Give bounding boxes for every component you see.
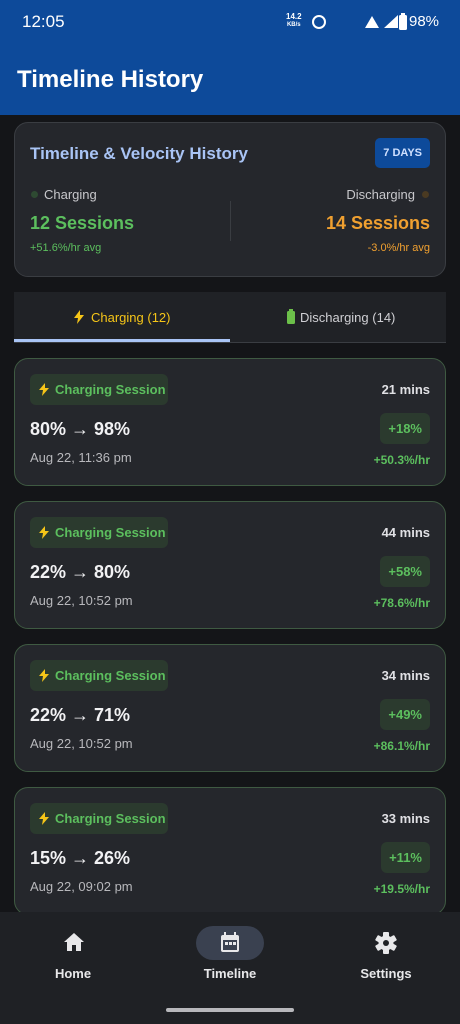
speed-value: 14.2 [286,12,302,21]
dot [31,191,38,198]
bottom-nav: Home Timeline Settings [0,912,460,1024]
calendar-icon [221,932,239,952]
battery-icon [287,309,295,324]
session-tag: Charging Session [30,517,168,548]
app-bar: Timeline History [0,44,460,115]
session-rate: +50.3%/hr [373,453,430,467]
divider [230,201,231,241]
session-rate: +78.6%/hr [373,596,430,610]
session-range: 15% → 26% [30,848,131,868]
nav-item[interactable]: Settings [326,912,446,992]
session-change: +11% [381,842,430,873]
session-card[interactable]: Charging Session 44 mins 22% → 80% Aug 22, … [14,501,446,629]
nav-label: Home [54,966,92,981]
charging-sessions: 12 Sessions [30,213,135,233]
session-duration: 33 mins [381,811,430,826]
tab-bar: Charging (12) Discharging (14) [14,292,446,343]
discharging-label: Discharging [346,187,415,202]
clock: 12:05 [22,12,65,31]
session-change: +58% [380,556,430,587]
session-duration: 44 mins [381,525,430,540]
battery-level: 98% [409,13,440,30]
status-icons [312,15,398,29]
battery-icon [399,13,407,30]
nav-label: Timeline [203,966,257,981]
bolt-icon [39,812,49,825]
nav-label: Settings [360,966,412,981]
session-tag-label: Charging Session [55,525,166,540]
bolt-icon [74,310,84,324]
session-time: Aug 22, 11:36 pm [30,450,132,465]
session-range: 22% → 71% [30,705,131,725]
home-icon [64,933,84,951]
speed-unit: KB/s [286,22,301,28]
tab-label: Charging (12) [91,310,171,325]
session-range: 22% → 80% [30,562,131,582]
settings-icon [375,932,397,954]
session-tag-label: Charging Session [55,382,166,397]
network-speed: 14.2 KB/s [286,13,302,29]
session-range: 80% → 98% [30,419,131,439]
status-bar: 12:05 14.2 KB/s 98% [0,0,460,44]
session-rate: +19.5%/hr [373,882,430,896]
session-card[interactable]: Charging Session 33 mins 15% → 26% Aug 22, … [14,787,446,912]
nav-item[interactable]: Timeline [170,912,290,992]
session-time: Aug 22, 10:52 pm [30,736,133,751]
session-change: +18% [380,413,430,444]
range-badge: 7 DAYS [375,138,430,168]
nav-item[interactable]: Home [13,912,133,992]
tab-label: Discharging (14) [300,310,396,325]
discharging-avg: -3.0%/hr avg [367,242,430,254]
summary-card: Timeline & Velocity History 7 DAYS Charg… [14,122,446,277]
summary-title: Timeline & Velocity History [30,144,248,163]
session-duration: 34 mins [381,668,430,683]
charging-label: Charging [44,187,97,202]
session-tag-label: Charging Session [55,811,166,826]
session-time: Aug 22, 10:52 pm [30,593,133,608]
session-tag: Charging Session [30,660,168,691]
session-time: Aug 22, 09:02 pm [30,879,133,894]
session-tag-label: Charging Session [55,668,166,683]
home-indicator [166,1008,294,1012]
session-rate: +86.1%/hr [373,739,430,753]
bolt-icon [39,383,49,396]
tab[interactable]: Discharging (14) [230,292,446,342]
bolt-icon [39,669,49,682]
session-tag: Charging Session [30,374,168,405]
app-title: Timeline History [17,66,204,93]
tab[interactable]: Charging (12) [14,292,230,342]
session-change: +49% [380,699,430,730]
bolt-icon [39,526,49,539]
session-card[interactable]: Charging Session 34 mins 22% → 71% Aug 22, … [14,644,446,772]
session-list: Charging Session 21 mins 80% → 98% Aug 22, … [0,350,460,912]
session-tag: Charging Session [30,803,168,834]
dot [422,191,429,198]
session-card[interactable]: Charging Session 21 mins 80% → 98% Aug 22, … [14,358,446,486]
charging-avg: +51.6%/hr avg [30,242,102,254]
discharging-sessions: 14 Sessions [325,213,430,233]
session-duration: 21 mins [381,382,430,397]
